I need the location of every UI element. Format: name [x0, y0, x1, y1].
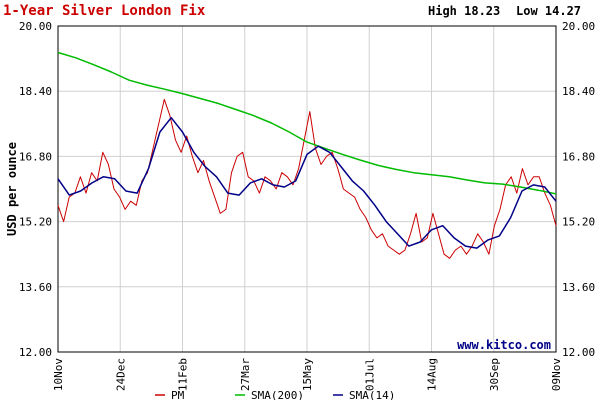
- x-tick-label: 14Aug: [426, 358, 439, 391]
- sma14-line: [57, 116, 557, 249]
- x-tick-labels: 10Nov 24Dec 11Feb 27Mar 15May 01Jul 14Aug 30Sep…: [52, 358, 563, 391]
- y-tick-label: 12.00: [19, 346, 52, 359]
- y-tick-label: 18.40: [19, 85, 52, 98]
- legend: PM SMA(200) SMA(14): [155, 389, 395, 400]
- y-tick-label-right: 13.60: [562, 281, 595, 294]
- chart-title: 1-Year Silver London Fix: [3, 3, 206, 19]
- y-tick-label: 13.60: [19, 281, 52, 294]
- high-label: High 18.23: [428, 4, 500, 18]
- legend-label: PM: [171, 389, 185, 400]
- plot-area-border: [57, 25, 557, 353]
- x-tick-label: 11Feb: [177, 358, 190, 391]
- low-label: Low 14.27: [516, 4, 581, 18]
- x-tick-label: 09Nov: [550, 358, 563, 391]
- y-tick-label: 15.20: [19, 216, 52, 229]
- grid-lines: [58, 26, 556, 352]
- x-tick-label: 10Nov: [52, 358, 65, 391]
- series-lines: [57, 51, 557, 259]
- x-tick-label: 27Mar: [239, 358, 252, 391]
- y-tick-label-right: 16.80: [562, 150, 595, 163]
- y-tick-label: 20.00: [19, 20, 52, 33]
- x-tick-label: 24Dec: [114, 358, 127, 391]
- y-tick-label-right: 12.00: [562, 346, 595, 359]
- y-axis-label: USD per ounce: [5, 142, 19, 236]
- y-tick-labels-right: 12.00 13.60 15.20 16.80 18.40 20.00: [562, 20, 595, 359]
- watermark: www.kitco.com: [457, 338, 551, 352]
- legend-label: SMA(200): [251, 389, 304, 400]
- x-tick-label: 15May: [301, 358, 314, 391]
- sma200-line: [57, 51, 557, 195]
- x-tick-label: 01Jul: [363, 358, 376, 391]
- y-tick-label-right: 18.40: [562, 85, 595, 98]
- x-tick-label: 30Sep: [488, 358, 501, 391]
- y-tick-label-right: 15.20: [562, 216, 595, 229]
- legend-label: SMA(14): [349, 389, 395, 400]
- y-tick-label-right: 20.00: [562, 20, 595, 33]
- y-tick-labels-left: 12.00 13.60 15.20 16.80 18.40 20.00: [19, 20, 52, 359]
- y-tick-label: 16.80: [19, 150, 52, 163]
